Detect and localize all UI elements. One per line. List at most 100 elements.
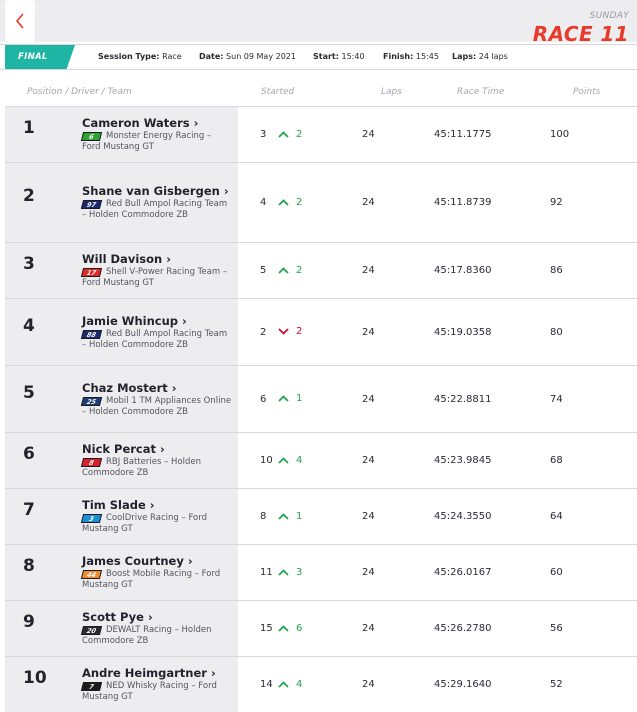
driver-name-link[interactable]: Jamie Whincup › (82, 315, 232, 328)
position-change: 3 (278, 545, 358, 601)
position-change: 2 (278, 163, 358, 243)
arrow-up-icon (278, 681, 289, 688)
session-start: Start: 15:40 (313, 52, 365, 61)
laps-completed: 24 (358, 601, 434, 657)
points: 80 (550, 299, 637, 366)
points: 74 (550, 366, 637, 433)
session-laps: Laps: 24 laps (452, 52, 508, 61)
position-change-value: 2 (296, 129, 302, 140)
points: 100 (550, 107, 637, 163)
top-bar: SUNDAY RACE 11 (0, 0, 637, 42)
position-number: 4 (5, 315, 82, 336)
back-button[interactable] (5, 0, 35, 42)
position-number: 10 (5, 667, 82, 688)
driver-name-link[interactable]: Tim Slade › (82, 499, 232, 512)
arrow-up-icon (278, 625, 289, 632)
position-change-value: 1 (296, 393, 302, 404)
position-number: 7 (5, 499, 82, 520)
driver-name-link[interactable]: Scott Pye › (82, 611, 232, 624)
driver-name-link[interactable]: James Courtney › (82, 555, 232, 568)
driver-name-link[interactable]: Chaz Mostert › (82, 382, 232, 395)
arrow-up-icon (278, 395, 289, 402)
started-position: 3 (238, 107, 278, 163)
race-time: 45:26.0167 (434, 545, 550, 601)
arrow-up-icon (278, 131, 289, 138)
started-position: 11 (238, 545, 278, 601)
position-change-value: 1 (296, 511, 302, 522)
laps-completed: 24 (358, 433, 434, 489)
position-number: 5 (5, 382, 82, 403)
position-number: 6 (5, 443, 82, 464)
driver-name-link[interactable]: Nick Percat › (82, 443, 232, 456)
race-time: 45:24.3550 (434, 489, 550, 545)
arrow-down-icon (278, 328, 289, 335)
started-position: 2 (238, 299, 278, 366)
position-change: 4 (278, 433, 358, 489)
driver-name-link[interactable]: Cameron Waters › (82, 117, 232, 130)
driver-name-link[interactable]: Will Davison › (82, 253, 232, 266)
points: 56 (550, 601, 637, 657)
position-change: 6 (278, 601, 358, 657)
started-position: 6 (238, 366, 278, 433)
arrow-up-icon (278, 569, 289, 576)
car-number-badge: 8 (81, 458, 102, 467)
team-text: Mobil 1 TM Appliances Online – Holden Co… (82, 396, 231, 417)
race-time: 45:26.2780 (434, 601, 550, 657)
laps-completed: 24 (358, 299, 434, 366)
car-number-badge: 44 (81, 570, 102, 579)
laps-completed: 24 (358, 489, 434, 545)
race-title: RACE 11 (533, 22, 629, 46)
driver-name-link[interactable]: Shane van Gisbergen › (82, 185, 232, 198)
laps-completed: 24 (358, 163, 434, 243)
position-number: 9 (5, 611, 82, 632)
session-type: Session Type: Race (98, 52, 182, 61)
position-change-value: 4 (296, 679, 302, 690)
started-position: 10 (238, 433, 278, 489)
arrow-up-icon (278, 267, 289, 274)
driver-name-link[interactable]: Andre Heimgartner › (82, 667, 232, 680)
header-position: Position / Driver / Team (27, 87, 132, 97)
chevron-left-icon (15, 13, 25, 29)
points: 68 (550, 433, 637, 489)
started-position: 5 (238, 243, 278, 299)
race-time: 45:22.8811 (434, 366, 550, 433)
session-info-bar: FINAL Session Type: Race Date: Sun 09 Ma… (0, 44, 637, 70)
laps-completed: 24 (358, 243, 434, 299)
team-text: Red Bull Ampol Racing Team – Holden Comm… (82, 329, 227, 350)
session-date: Date: Sun 09 May 2021 (199, 52, 296, 61)
arrow-up-icon (278, 199, 289, 206)
header-started: Started (261, 87, 294, 97)
team-text: NED Whisky Racing – Ford Mustang GT (82, 681, 217, 702)
race-time: 45:19.0358 (434, 299, 550, 366)
team-text: Red Bull Ampol Racing Team – Holden Comm… (82, 199, 227, 220)
position-change: 1 (278, 489, 358, 545)
race-time: 45:17.8360 (434, 243, 550, 299)
position-change: 1 (278, 366, 358, 433)
final-badge: FINAL (5, 45, 75, 69)
car-number-badge: 97 (81, 200, 102, 209)
